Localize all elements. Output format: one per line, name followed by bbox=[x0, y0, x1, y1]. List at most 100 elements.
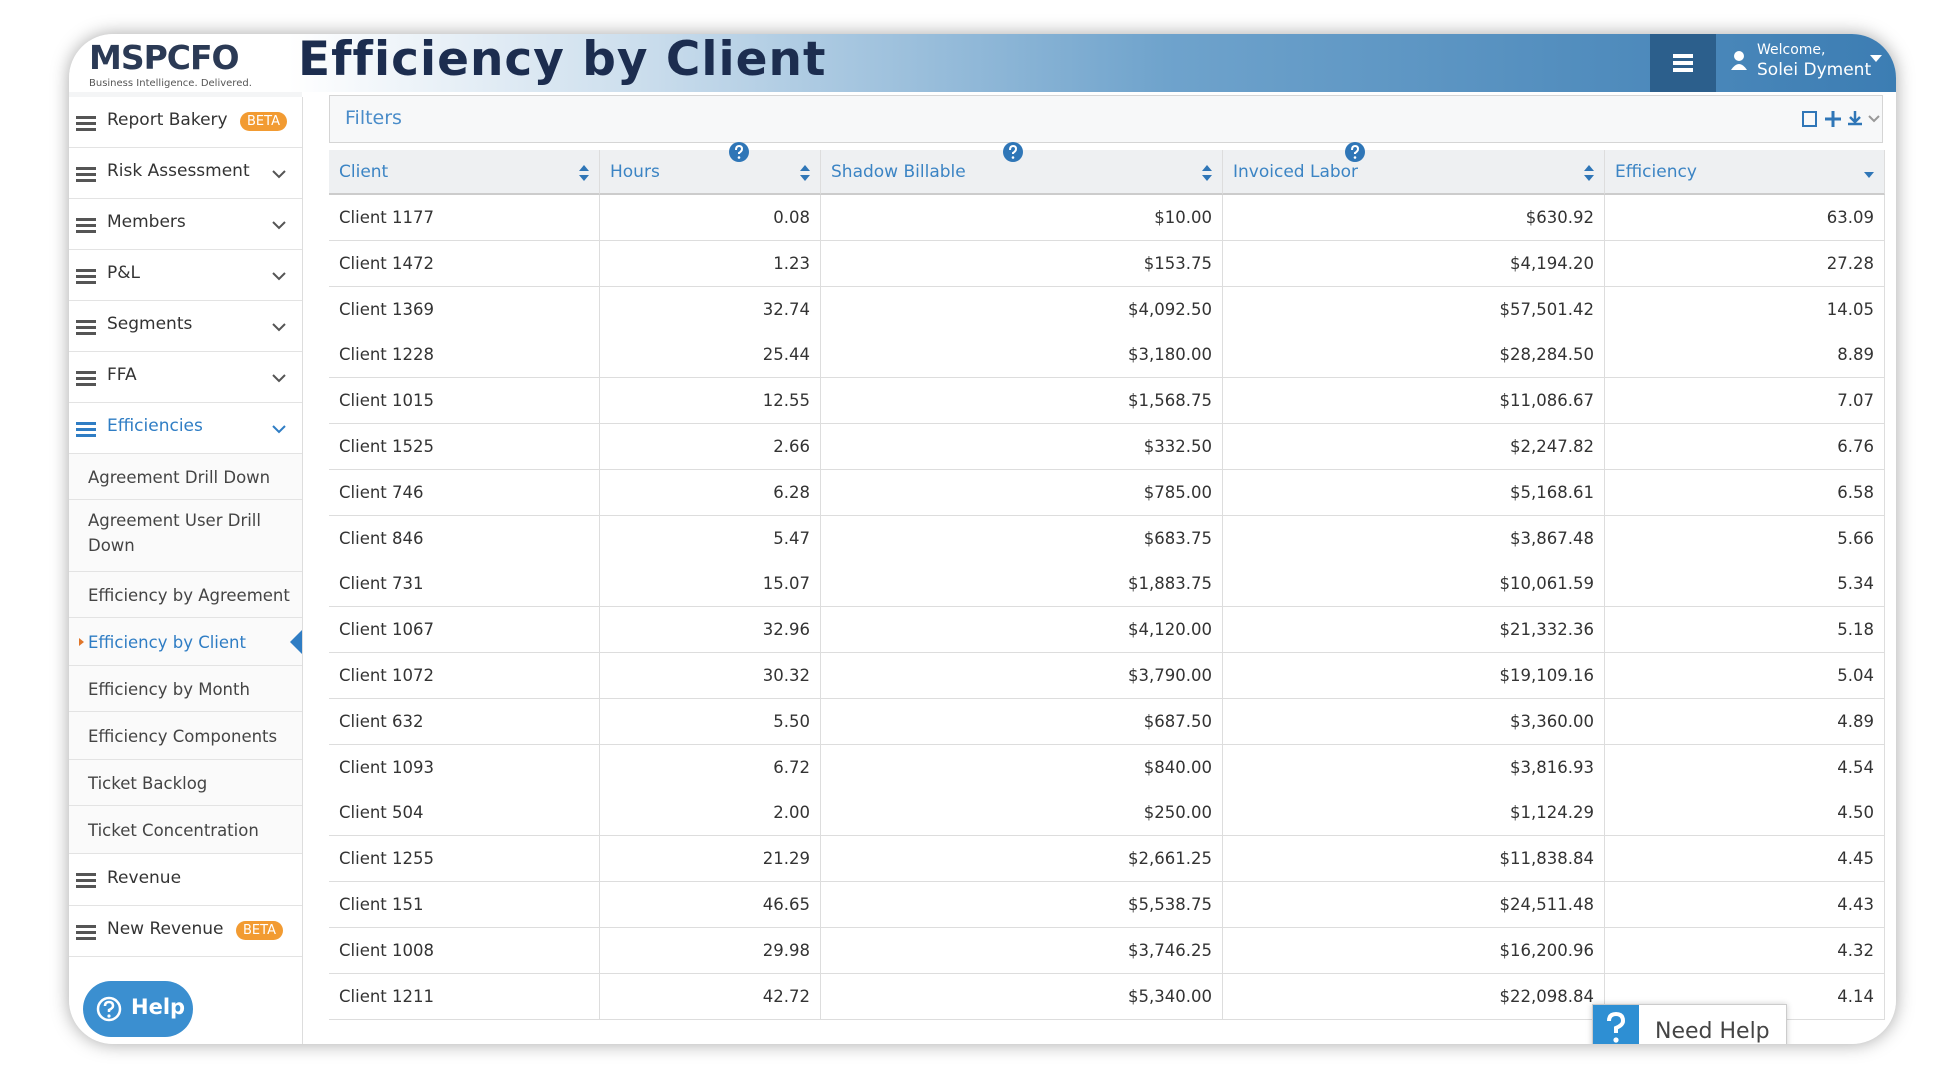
need-help-icon bbox=[1593, 1005, 1639, 1044]
table-cell: 5.47 bbox=[600, 515, 821, 562]
nav-item[interactable]: Efficiency by Agreement bbox=[69, 572, 302, 618]
nav-label[interactable]: Report Bakery bbox=[107, 110, 228, 130]
nav-icon bbox=[76, 319, 96, 335]
info-icon bbox=[729, 142, 749, 162]
nav-label[interactable]: Efficiency by Client bbox=[88, 632, 246, 652]
table-cell: $687.50 bbox=[821, 698, 1223, 745]
nav-item[interactable]: Members bbox=[69, 199, 302, 250]
table-cell: 4.43 bbox=[1605, 882, 1885, 928]
nav-label[interactable]: P&L bbox=[107, 263, 140, 283]
nav-item[interactable]: Ticket Backlog bbox=[69, 760, 302, 806]
nav-label[interactable]: New Revenue bbox=[107, 919, 224, 939]
nav-label[interactable]: Ticket Concentration bbox=[88, 820, 259, 840]
nav-label[interactable]: Efficiency Components bbox=[88, 726, 278, 746]
table-cell: 5.50 bbox=[600, 698, 821, 745]
need-help-widget[interactable]: Need Help bbox=[1592, 1004, 1787, 1044]
nav-icon bbox=[76, 924, 96, 940]
table-cell: $1,124.29 bbox=[1223, 790, 1605, 837]
table-cell: $1,568.75 bbox=[821, 378, 1223, 425]
nav-item[interactable]: P&L bbox=[69, 250, 302, 301]
table-cell: $683.75 bbox=[821, 515, 1223, 562]
nav-item[interactable]: Agreement Drill Down bbox=[69, 454, 302, 500]
nav-item[interactable]: Agreement User Drill Down bbox=[69, 500, 302, 572]
app-frame: MSPCFO Business Intelligence. Delivered.… bbox=[69, 34, 1896, 1044]
filters-bar[interactable]: Filters bbox=[329, 95, 1883, 143]
table-cell: Client 151 bbox=[329, 882, 600, 928]
page-title: Efficiency by Client bbox=[298, 34, 827, 87]
table-cell: 46.65 bbox=[600, 882, 821, 928]
column-header[interactable]: Invoiced Labor bbox=[1223, 142, 1605, 195]
nav-item[interactable]: Efficiency Components bbox=[69, 712, 302, 760]
nav-icon bbox=[76, 370, 96, 386]
column-label[interactable]: Client bbox=[339, 162, 389, 182]
column-header[interactable]: Efficiency bbox=[1605, 150, 1885, 195]
welcome: Welcome, bbox=[1757, 42, 1826, 58]
nav-icon bbox=[76, 166, 96, 182]
nav-label[interactable]: Members bbox=[107, 212, 186, 232]
nav-item[interactable]: Ticket Concentration bbox=[69, 806, 302, 854]
nav-label[interactable]: Ticket Backlog bbox=[88, 773, 208, 793]
column-header[interactable]: Shadow Billable bbox=[821, 142, 1223, 195]
nav-item[interactable]: Efficiency by Client bbox=[69, 618, 302, 666]
user-caret bbox=[1870, 55, 1882, 62]
table-cell: $22,098.84 bbox=[1223, 973, 1605, 1020]
nav-chevron bbox=[272, 169, 286, 178]
table-cell: $3,816.93 bbox=[1223, 744, 1605, 791]
nav-item[interactable]: FFA bbox=[69, 352, 302, 403]
filter-tools[interactable] bbox=[1800, 108, 1880, 132]
user-icon bbox=[1731, 51, 1747, 70]
nav-label[interactable]: Efficiencies bbox=[107, 416, 203, 436]
nav-item[interactable]: Risk Assessment bbox=[69, 148, 302, 199]
nav-item[interactable]: Revenue bbox=[69, 854, 302, 906]
help-button[interactable]: Help bbox=[83, 981, 193, 1037]
sort-icon bbox=[800, 165, 810, 181]
help-label[interactable]: Help bbox=[131, 995, 186, 1019]
column-label[interactable]: Invoiced Labor bbox=[1233, 162, 1359, 182]
nav-label[interactable]: Risk Assessment bbox=[107, 161, 250, 181]
table-cell: $2,661.25 bbox=[821, 836, 1223, 883]
table-cell: Client 1211 bbox=[329, 973, 600, 1020]
info-icon bbox=[1003, 142, 1023, 162]
nav-label[interactable]: Efficiency by Agreement bbox=[88, 585, 290, 605]
table-cell: $10,061.59 bbox=[1223, 561, 1605, 608]
nav-label[interactable]: Efficiency by Month bbox=[88, 679, 250, 699]
table-cell: $19,109.16 bbox=[1223, 653, 1605, 699]
table-cell: 8.89 bbox=[1605, 332, 1885, 379]
column-label[interactable]: Hours bbox=[610, 162, 660, 182]
table-cell: $16,200.96 bbox=[1223, 927, 1605, 974]
nav-item[interactable]: New Revenue BETA bbox=[69, 906, 302, 957]
table-cell: $5,340.00 bbox=[821, 973, 1223, 1020]
table-cell: 30.32 bbox=[600, 653, 821, 699]
table-cell: 6.72 bbox=[600, 744, 821, 791]
nav-label[interactable]: Agreement User Drill Down bbox=[88, 511, 261, 555]
need-help-label[interactable]: Need Help bbox=[1655, 1019, 1770, 1044]
nav-icon bbox=[76, 421, 96, 437]
table-cell: 4.32 bbox=[1605, 927, 1885, 974]
nav-label[interactable]: Segments bbox=[107, 314, 193, 334]
info-icon bbox=[1345, 142, 1365, 162]
column-header[interactable]: Hours bbox=[600, 142, 821, 195]
sort-icon bbox=[579, 165, 589, 181]
table-cell: $2,247.82 bbox=[1223, 424, 1605, 470]
nav-chevron bbox=[272, 322, 286, 331]
nav-item[interactable]: Efficiencies bbox=[69, 403, 302, 454]
filters-label[interactable]: Filters bbox=[345, 107, 402, 129]
nav-item[interactable]: Segments bbox=[69, 301, 302, 352]
column-label[interactable]: Efficiency bbox=[1615, 162, 1697, 182]
table-cell: 5.34 bbox=[1605, 561, 1885, 608]
column-header[interactable]: Client bbox=[329, 150, 600, 195]
table-cell: $3,180.00 bbox=[821, 332, 1223, 379]
column-label[interactable]: Shadow Billable bbox=[831, 162, 966, 182]
menu-button[interactable] bbox=[1650, 34, 1716, 92]
nav-label[interactable]: Revenue bbox=[107, 867, 182, 888]
sort-icon bbox=[1864, 172, 1874, 178]
nav-label[interactable]: Agreement Drill Down bbox=[88, 467, 271, 487]
user-name[interactable]: Solei Dyment bbox=[1757, 60, 1872, 80]
table-cell: 14.05 bbox=[1605, 286, 1885, 333]
nav-icon bbox=[76, 217, 96, 233]
nav-item[interactable]: Efficiency by Month bbox=[69, 666, 302, 712]
nav-label[interactable]: FFA bbox=[107, 365, 137, 385]
nav-item[interactable]: Report Bakery BETA bbox=[69, 97, 302, 148]
table-cell: 2.00 bbox=[600, 790, 821, 837]
logo[interactable]: MSPCFO bbox=[89, 38, 240, 77]
